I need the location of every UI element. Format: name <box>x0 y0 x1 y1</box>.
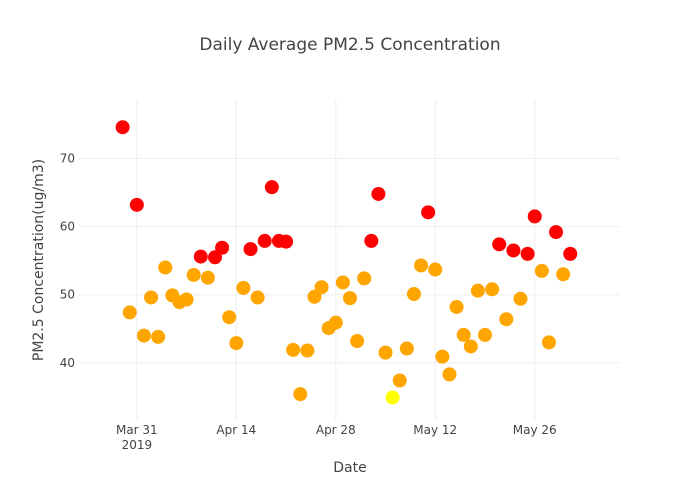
x-tick-label: Apr 14 <box>216 423 256 437</box>
data-point <box>549 225 564 240</box>
data-point <box>279 234 294 249</box>
data-point <box>264 180 279 195</box>
data-point <box>364 233 379 248</box>
y-axis-ticks: 40 50 60 70 <box>60 152 75 370</box>
data-point <box>250 290 265 305</box>
data-point <box>541 335 556 350</box>
data-point <box>314 280 329 295</box>
x-tick-label: Apr 28 <box>316 423 356 437</box>
data-point <box>115 120 130 135</box>
data-point <box>300 343 315 358</box>
y-tick-label: 40 <box>60 356 75 370</box>
data-point <box>520 246 535 261</box>
data-point <box>286 342 301 357</box>
data-point <box>179 292 194 307</box>
data-point <box>563 246 578 261</box>
data-point <box>215 240 230 255</box>
x-tick-label: May 12 <box>413 423 457 437</box>
data-point <box>449 299 464 314</box>
data-point <box>499 312 514 327</box>
data-point <box>257 233 272 248</box>
data-point <box>513 291 528 306</box>
data-point <box>328 315 343 330</box>
data-point <box>534 263 549 278</box>
data-point <box>129 197 144 212</box>
data-point <box>371 186 386 201</box>
data-point <box>193 249 208 264</box>
data-point <box>399 341 414 356</box>
data-point <box>506 243 521 258</box>
data-point <box>293 387 308 402</box>
data-point <box>428 262 443 277</box>
data-point <box>151 329 166 344</box>
data-point <box>243 242 258 257</box>
data-point <box>357 271 372 286</box>
data-point <box>350 334 365 349</box>
data-point <box>222 310 237 325</box>
data-point <box>456 327 471 342</box>
y-tick-label: 50 <box>60 288 75 302</box>
data-point <box>470 283 485 298</box>
data-point <box>556 267 571 282</box>
data-point <box>406 287 421 302</box>
data-points <box>115 120 578 405</box>
data-point <box>527 209 542 224</box>
x-axis-title: Date <box>333 460 366 476</box>
data-point <box>158 260 173 275</box>
data-point <box>229 336 244 351</box>
x-tick-year-label: 2019 <box>122 438 153 452</box>
y-axis-title: PM2.5 Concentration(ug/m3) <box>31 159 47 361</box>
data-point <box>392 373 407 388</box>
data-point <box>186 267 201 282</box>
data-point <box>414 258 429 273</box>
data-point <box>136 328 151 343</box>
data-point <box>485 282 500 297</box>
data-point <box>492 237 507 252</box>
grid-lines <box>80 100 620 420</box>
data-point <box>122 305 137 320</box>
data-point <box>200 270 215 285</box>
x-tick-label: Mar 31 <box>116 423 158 437</box>
data-point <box>421 205 436 220</box>
data-point <box>435 349 450 364</box>
y-tick-label: 70 <box>60 152 75 166</box>
data-point <box>442 367 457 382</box>
data-point <box>307 289 322 304</box>
chart-title: Daily Average PM2.5 Concentration <box>199 35 500 55</box>
data-point <box>335 275 350 290</box>
y-tick-label: 60 <box>60 220 75 234</box>
data-point <box>378 345 393 360</box>
x-tick-label: May 26 <box>513 423 557 437</box>
data-point <box>463 339 478 354</box>
data-point <box>144 290 159 305</box>
data-point <box>236 280 251 295</box>
data-point <box>385 390 400 405</box>
data-point <box>343 291 357 306</box>
data-point <box>208 250 222 265</box>
data-point <box>478 327 492 342</box>
